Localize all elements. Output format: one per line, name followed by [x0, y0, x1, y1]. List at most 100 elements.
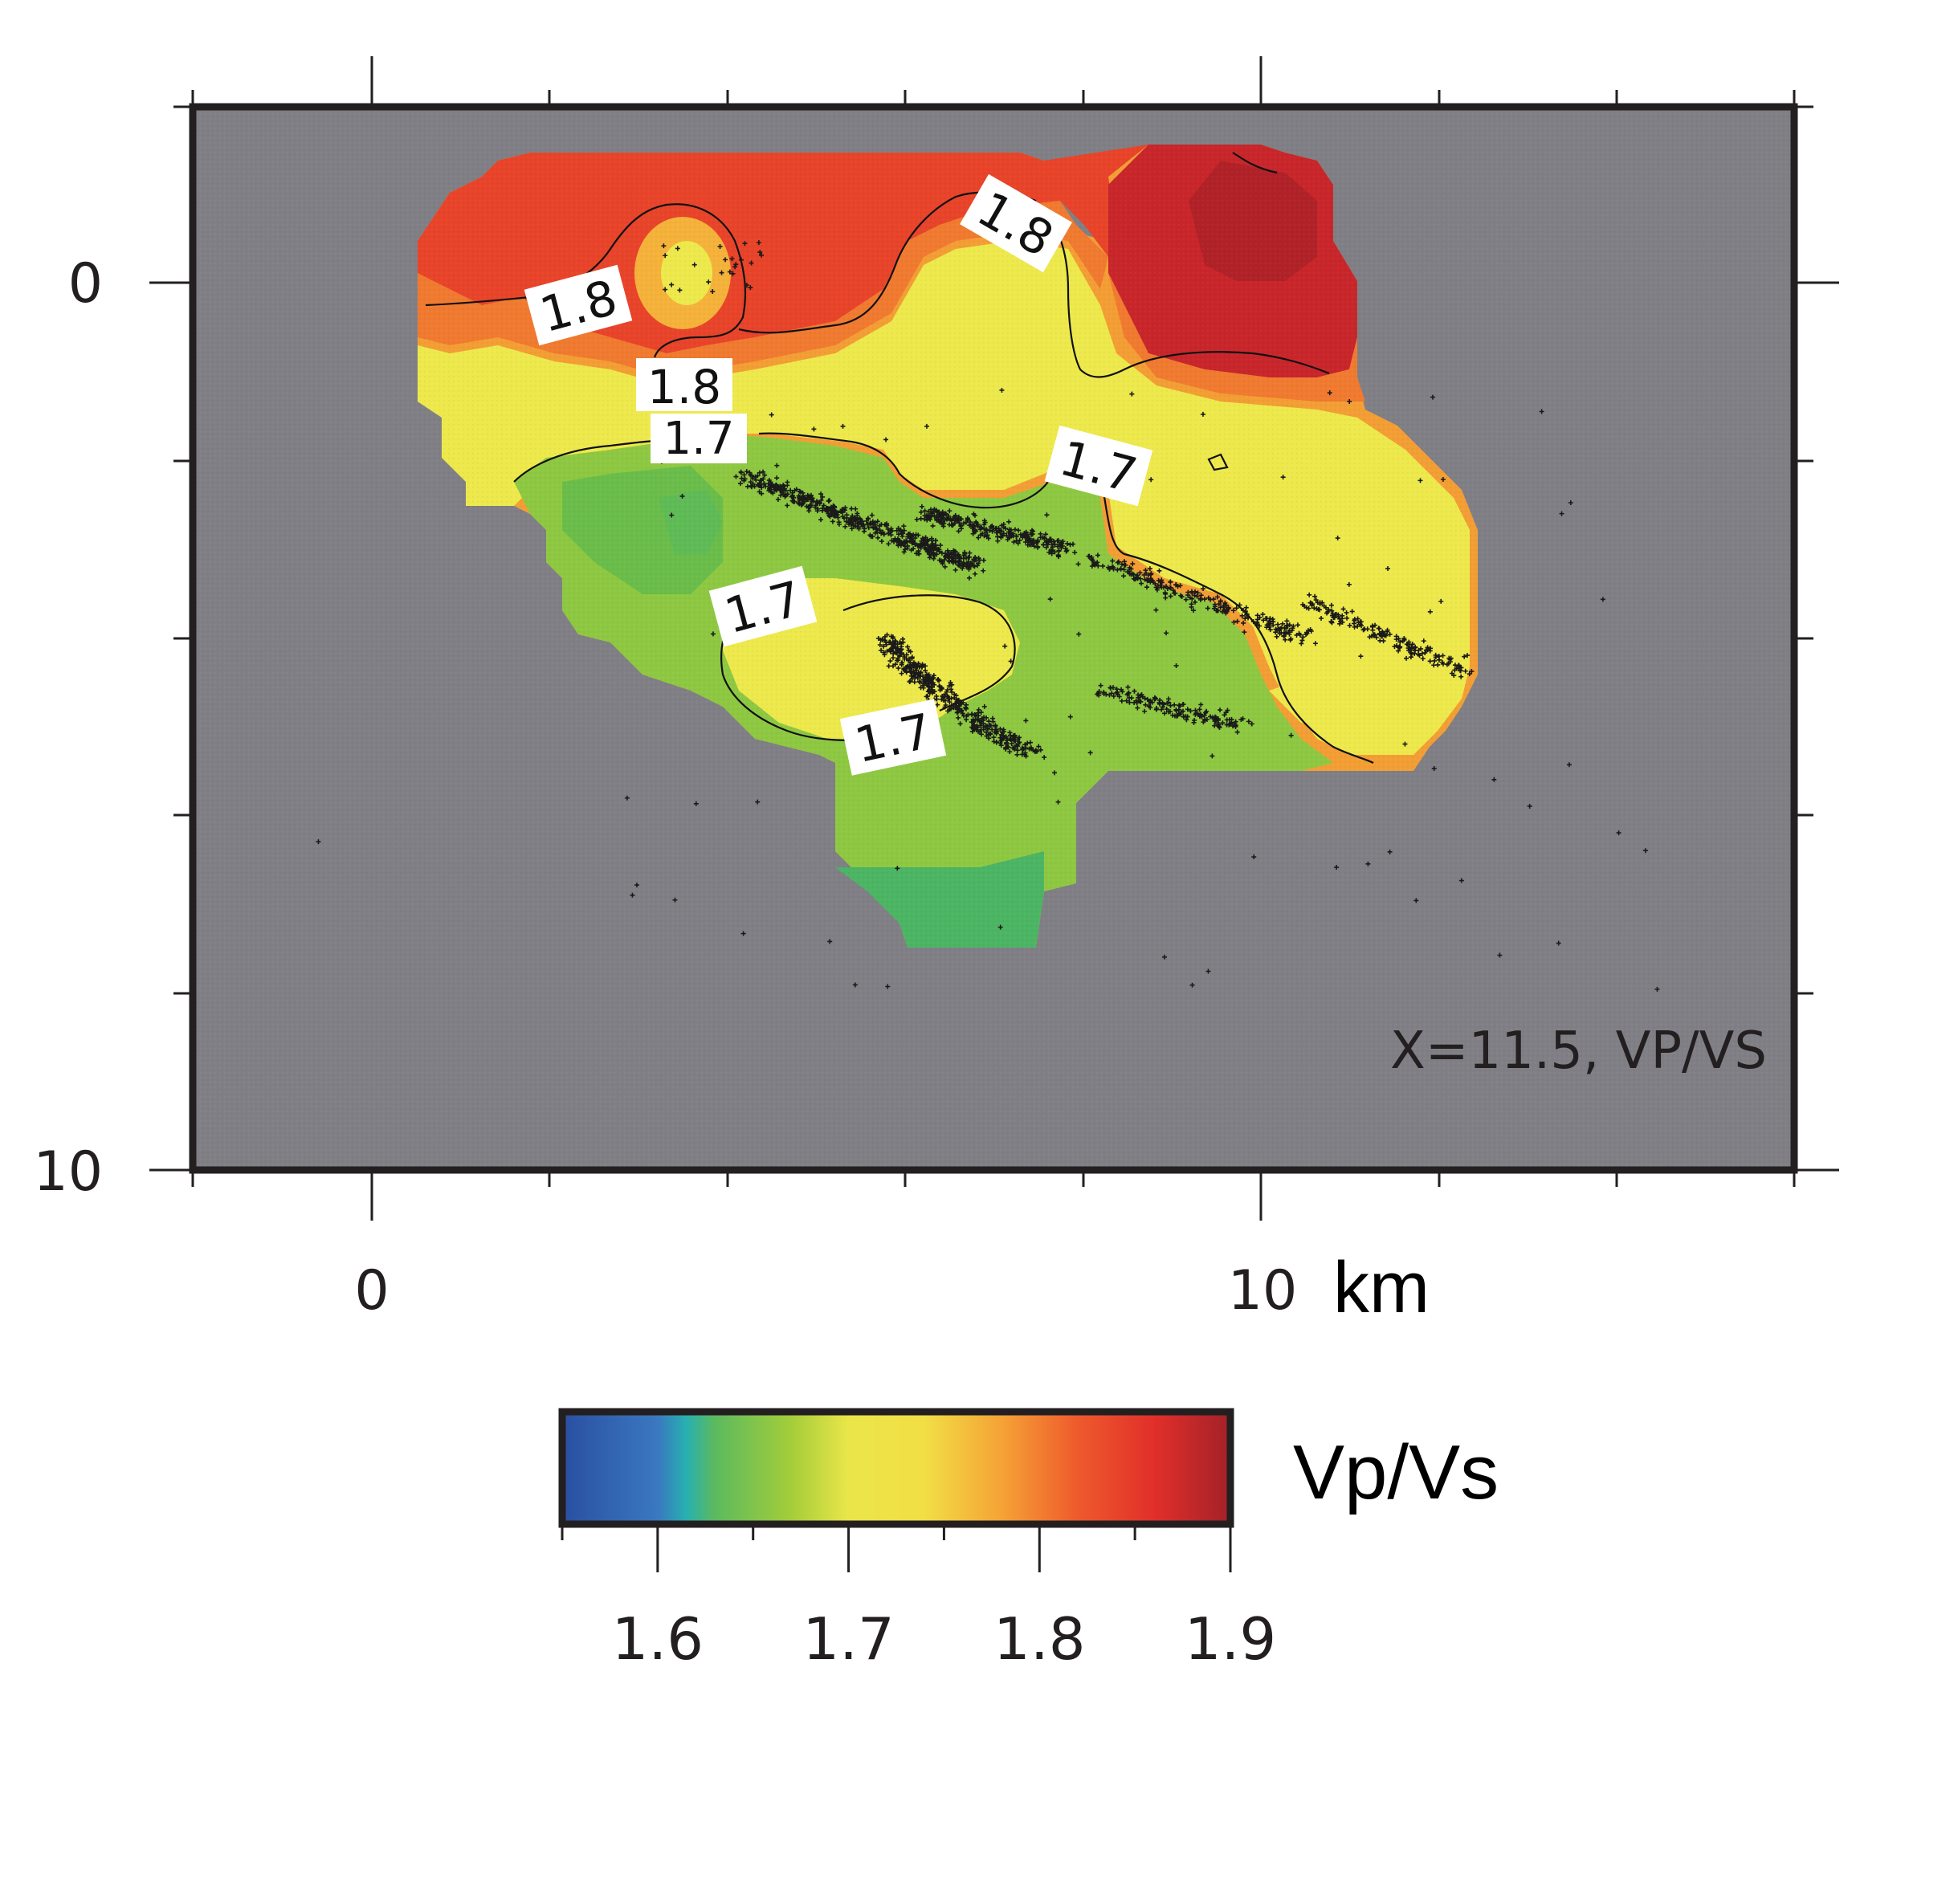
earthquake: [1023, 718, 1029, 724]
earthquake: [706, 279, 712, 285]
earthquake: [1110, 558, 1116, 564]
earthquake: [998, 743, 1004, 748]
earthquake: [1421, 638, 1426, 644]
earthquake: [1373, 634, 1379, 640]
earthquake: [1402, 741, 1408, 747]
earthquake: [1189, 590, 1195, 596]
earthquake: [929, 536, 935, 541]
earthquake: [961, 713, 967, 719]
earthquake: [973, 519, 979, 524]
earthquake: [1447, 659, 1453, 665]
earthquake: [914, 667, 920, 673]
seismicity-layer: [316, 240, 1660, 992]
earthquake: [766, 478, 772, 483]
earthquake: [951, 552, 957, 557]
earthquake: [1050, 542, 1055, 548]
earthquake: [1191, 608, 1197, 614]
earthquake: [895, 866, 900, 871]
earthquake: [1600, 597, 1605, 602]
earthquake: [1019, 752, 1025, 757]
earthquake: [847, 516, 853, 522]
earthquake: [863, 518, 869, 524]
earthquake: [952, 705, 958, 711]
earthquake: [879, 522, 884, 528]
earthquake: [1127, 695, 1132, 700]
earthquake: [926, 678, 932, 683]
earthquake: [1095, 552, 1100, 558]
earthquake: [919, 538, 924, 544]
earthquake: [895, 525, 901, 531]
earthquake: [807, 494, 813, 499]
earthquake: [990, 716, 996, 721]
earthquake: [1000, 533, 1006, 539]
earthquake: [895, 642, 900, 647]
earthquake: [1295, 622, 1300, 628]
earthquake: [1436, 654, 1442, 659]
earthquake: [1382, 632, 1388, 638]
earthquake: [995, 538, 1001, 544]
earthquake: [1370, 627, 1376, 633]
colorbar-tick-label: 1.8: [993, 1605, 1086, 1673]
earthquake: [1162, 711, 1168, 716]
earthquake: [976, 729, 981, 735]
earthquake: [956, 528, 961, 534]
earthquake: [797, 495, 802, 501]
earthquake: [1111, 565, 1116, 570]
earthquake: [970, 563, 976, 569]
earthquake: [1002, 643, 1008, 649]
earthquake: [1170, 587, 1176, 593]
earthquake: [1056, 548, 1062, 554]
earthquake: [789, 498, 795, 504]
earthquake: [753, 477, 759, 483]
earthquake: [750, 481, 756, 487]
field-texture: [193, 107, 1794, 1170]
earthquake: [669, 512, 675, 518]
earthquake: [1420, 656, 1426, 662]
earthquake: [902, 654, 908, 660]
earthquake: [1212, 604, 1218, 610]
earthquake: [1246, 719, 1251, 724]
earthquake: [1241, 620, 1246, 626]
earthquake: [1208, 597, 1214, 602]
earthquake: [867, 532, 873, 538]
earthquake: [1435, 662, 1441, 667]
map-panel: 1.8 1.8 1.8 1.7 1.7 1.7: [189, 103, 1798, 1174]
earthquake: [717, 243, 723, 249]
earthquake: [993, 530, 999, 536]
earthquake: [1043, 532, 1049, 537]
earthquake: [1030, 532, 1035, 537]
earthquake: [672, 897, 678, 903]
earthquake: [719, 270, 724, 275]
earthquake: [1408, 647, 1413, 653]
earthquake: [1267, 627, 1273, 633]
earthquake: [920, 673, 926, 679]
earthquake: [1001, 735, 1006, 740]
earthquake: [928, 552, 934, 557]
earthquake: [1327, 390, 1332, 396]
earthquake: [834, 512, 840, 518]
earthquake: [1413, 644, 1418, 650]
earthquake: [1162, 590, 1168, 596]
earthquake: [1404, 655, 1409, 661]
earthquake: [920, 662, 925, 667]
earthquake: [957, 721, 963, 727]
earthquake: [1397, 645, 1402, 650]
earthquake: [738, 257, 744, 263]
earthquake: [1170, 712, 1176, 718]
earthquake: [827, 514, 833, 520]
earthquake: [964, 717, 969, 723]
contour-label: 1.7: [651, 413, 747, 465]
earthquake: [1095, 563, 1101, 569]
earthquake: [1408, 654, 1413, 660]
earthquake: [679, 493, 685, 499]
earthquake: [978, 532, 984, 538]
earthquake: [910, 662, 916, 667]
earthquake: [1020, 535, 1026, 540]
earthquake: [729, 256, 735, 262]
earthquake: [997, 726, 1003, 732]
earthquake: [757, 470, 762, 475]
earthquake: [1039, 535, 1045, 540]
earthquake: [923, 668, 928, 674]
earthquake: [1044, 537, 1050, 543]
earthquake: [993, 723, 998, 728]
